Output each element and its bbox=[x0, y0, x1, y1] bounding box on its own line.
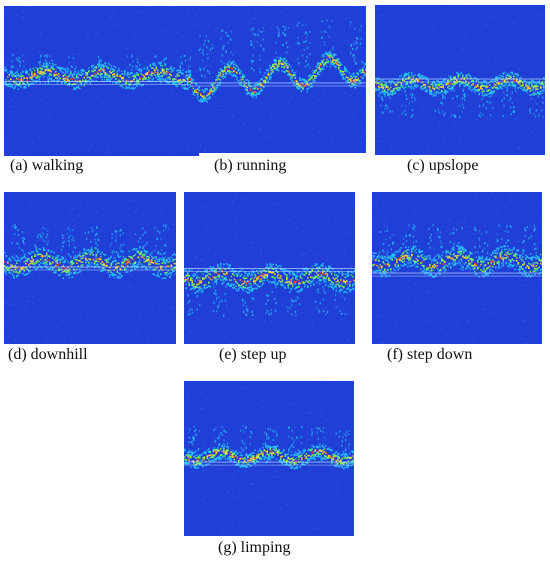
spectrogram-running bbox=[191, 6, 366, 153]
caption-step-down: (f) step down bbox=[387, 346, 473, 363]
spectrogram-step-down bbox=[372, 192, 542, 344]
caption-limping: (g) limping bbox=[218, 539, 291, 556]
spectrogram-walking bbox=[4, 6, 199, 156]
caption-downhill: (d) downhill bbox=[8, 346, 88, 363]
caption-upslope: (c) upslope bbox=[407, 157, 479, 174]
caption-running: (b) running bbox=[214, 157, 287, 174]
caption-walking: (a) walking bbox=[10, 157, 84, 174]
caption-step-up: (e) step up bbox=[219, 346, 287, 363]
spectrogram-downhill bbox=[4, 192, 176, 344]
spectrogram-step-up bbox=[184, 192, 355, 344]
spectrogram-limping bbox=[184, 381, 354, 536]
spectrogram-upslope bbox=[375, 5, 545, 155]
